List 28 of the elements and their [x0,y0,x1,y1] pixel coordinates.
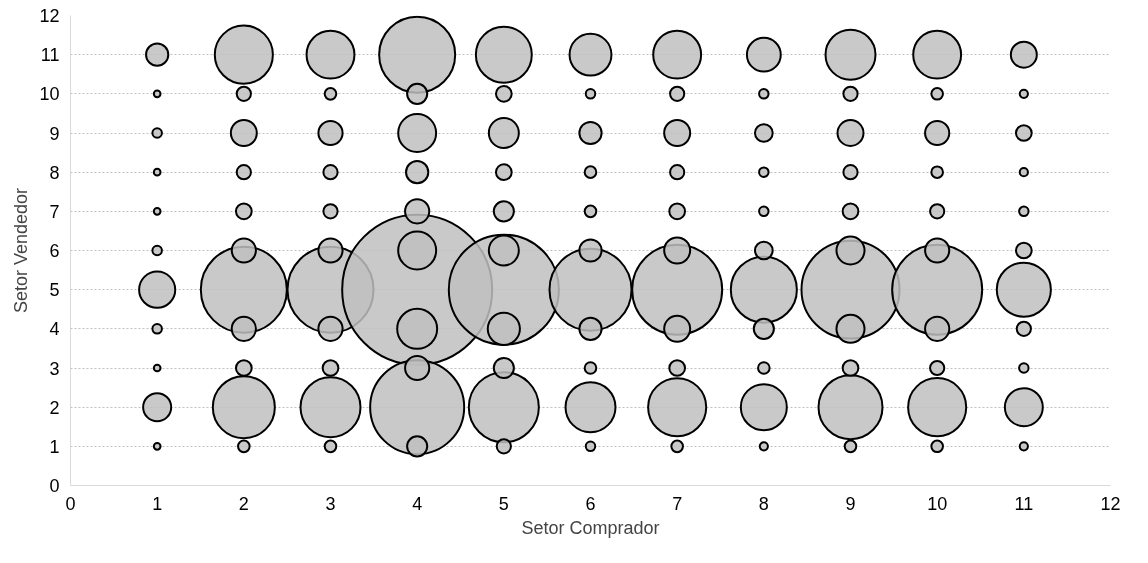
x-tick-label: 6 [585,493,596,514]
x-tick-label: 5 [498,493,509,514]
x-tick-label: 12 [1100,493,1121,514]
x-tick-label: 0 [65,493,76,514]
y-axis-title: Setor Vendedor [11,187,32,314]
x-tick-label: 7 [672,493,683,514]
x-tick-label: 11 [1014,493,1034,514]
y-tick-label: 4 [49,319,60,340]
x-tick-label: 10 [927,493,948,514]
x-axis-title: Setor Comprador [521,517,660,538]
y-tick-label: 3 [49,358,60,379]
y-tick-label: 10 [39,84,60,105]
x-tick-label: 2 [238,493,249,514]
x-tick-label: 8 [758,493,769,514]
y-tick-label: 9 [49,123,60,144]
x-tick-label: 4 [412,493,423,514]
y-tick-label: 1 [49,436,60,457]
y-tick-label: 2 [49,397,60,418]
y-tick-label: 5 [49,280,60,301]
y-tick-label: 11 [40,45,60,66]
y-tick-label: 12 [39,6,60,26]
y-tick-label: 6 [49,241,60,261]
y-tick-label: 8 [49,162,60,183]
x-tick-label: 9 [845,493,856,514]
y-tick-label: 0 [49,476,60,496]
x-tick-label: 1 [152,493,163,514]
y-tick-label: 7 [49,201,60,222]
x-tick-label: 3 [325,493,336,514]
